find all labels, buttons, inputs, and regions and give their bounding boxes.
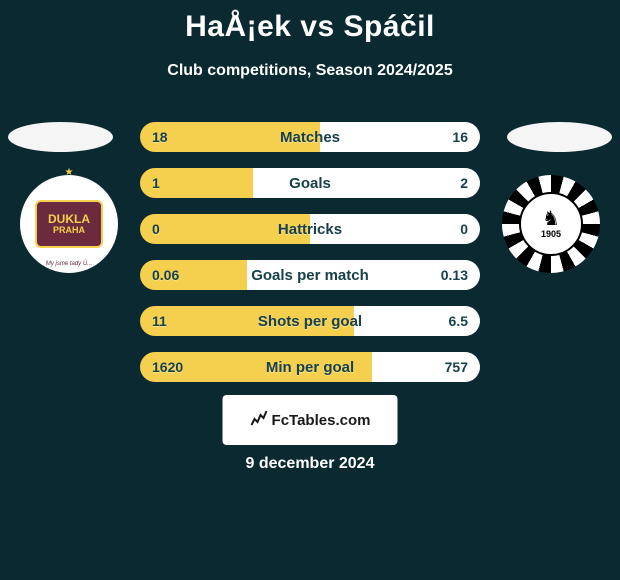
brand-icon [250, 409, 268, 432]
stat-row: 0Hattricks0 [140, 214, 480, 244]
brand-badge: FcTables.com [223, 395, 398, 445]
stat-value-right: 0 [460, 214, 468, 244]
brand-text: FcTables.com [272, 412, 371, 429]
stat-label: Goals [140, 168, 480, 198]
footer-date: 9 december 2024 [0, 455, 620, 473]
badge-left-text-bottom: PRAHA [53, 225, 85, 235]
stat-row: 0.06Goals per match0.13 [140, 260, 480, 290]
player-left-avatar [8, 122, 113, 152]
club-badge-right: ♞ 1905 [502, 175, 600, 273]
stat-value-right: 2 [460, 168, 468, 198]
stat-value-right: 0.13 [441, 260, 468, 290]
stat-label: Matches [140, 122, 480, 152]
stat-label: Hattricks [140, 214, 480, 244]
stats-container: 18Matches16 1Goals2 0Hattricks0 0.06Goals p… [140, 122, 480, 398]
stat-value-right: 757 [445, 352, 468, 382]
stat-row: 18Matches16 [140, 122, 480, 152]
lion-icon: ♞ [542, 209, 560, 229]
stat-label: Shots per goal [140, 306, 480, 336]
stat-row: 1Goals2 [140, 168, 480, 198]
page-subtitle: Club competitions, Season 2024/2025 [0, 62, 620, 80]
stat-row: 11Shots per goal6.5 [140, 306, 480, 336]
badge-left-motto: My jsme tady Ú... [46, 261, 92, 267]
badge-left-text-top: DUKLA [48, 213, 90, 225]
stat-label: Goals per match [140, 260, 480, 290]
star-icon: ★ [65, 167, 74, 178]
club-badge-left: ★ DUKLA PRAHA My jsme tady Ú... [20, 175, 118, 273]
badge-right-year: 1905 [541, 229, 561, 239]
stat-label: Min per goal [140, 352, 480, 382]
stat-value-right: 6.5 [449, 306, 468, 336]
page-title: HaÅ¡ek vs Spáčil [0, 0, 620, 44]
stat-row: 1620Min per goal757 [140, 352, 480, 382]
stat-value-right: 16 [452, 122, 468, 152]
player-right-avatar [507, 122, 612, 152]
